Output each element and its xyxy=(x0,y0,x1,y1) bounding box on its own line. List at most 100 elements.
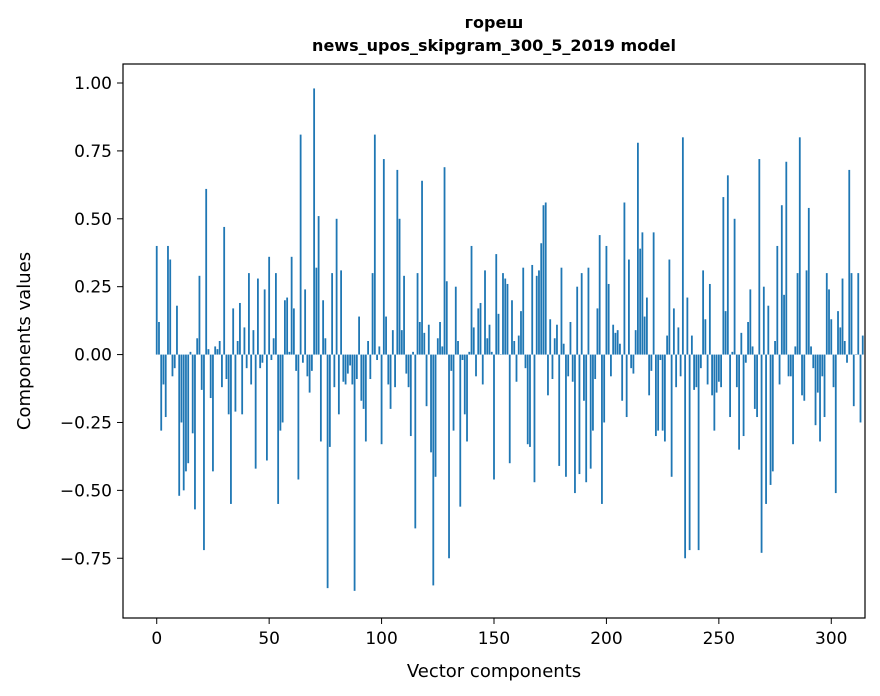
bar-191 xyxy=(585,354,588,483)
bar-236 xyxy=(686,297,689,355)
bar-20 xyxy=(200,354,203,390)
bar-112 xyxy=(407,354,410,388)
bar-16 xyxy=(191,354,194,434)
bar-230 xyxy=(672,308,675,355)
bar-294 xyxy=(816,354,819,393)
y-tick-label: 0.75 xyxy=(74,142,112,162)
bar-23 xyxy=(207,349,210,355)
bar-134 xyxy=(457,341,459,355)
bar-64 xyxy=(299,134,302,355)
bar-276 xyxy=(776,245,779,355)
bar-91 xyxy=(360,354,363,401)
y-axis-label: Components values xyxy=(14,252,35,430)
bar-198 xyxy=(601,354,603,504)
bar-262 xyxy=(744,354,747,363)
bar-279 xyxy=(783,294,785,355)
bar-165 xyxy=(526,354,529,445)
bar-199 xyxy=(603,354,606,423)
y-tick-label: 0.00 xyxy=(74,346,112,366)
bar-15 xyxy=(189,351,192,355)
bar-305 xyxy=(841,278,844,355)
bar-72 xyxy=(317,216,320,355)
bar-226 xyxy=(663,354,666,442)
bar-31 xyxy=(225,354,228,380)
bar-30 xyxy=(223,226,226,355)
bar-70 xyxy=(313,88,316,355)
bar-306 xyxy=(843,341,846,355)
bar-265 xyxy=(751,346,754,355)
bar-95 xyxy=(369,354,372,380)
bar-45 xyxy=(257,278,259,355)
bar-10 xyxy=(178,354,181,496)
bar-168 xyxy=(533,354,536,483)
bar-208 xyxy=(623,202,626,355)
bar-228 xyxy=(668,259,671,355)
bar-214 xyxy=(637,142,639,355)
bar-200 xyxy=(605,245,608,355)
bar-253 xyxy=(724,311,727,355)
bar-132 xyxy=(452,354,455,431)
bar-179 xyxy=(558,354,561,466)
bar-155 xyxy=(504,278,507,355)
bar-302 xyxy=(834,354,837,494)
bar-75 xyxy=(324,338,327,355)
bar-51 xyxy=(270,354,273,361)
bar-73 xyxy=(319,354,322,442)
bar-301 xyxy=(832,354,835,388)
bar-245 xyxy=(706,354,709,385)
bar-148 xyxy=(488,324,491,355)
bar-2 xyxy=(160,354,163,431)
bar-267 xyxy=(756,354,758,418)
bar-273 xyxy=(769,354,772,485)
bar-54 xyxy=(277,354,280,504)
bar-48 xyxy=(263,289,266,355)
bar-222 xyxy=(654,354,657,437)
bar-136 xyxy=(461,354,464,361)
bar-295 xyxy=(819,354,821,442)
bar-187 xyxy=(576,286,579,355)
bar-309 xyxy=(850,273,853,355)
y-tick-label: −0.50 xyxy=(60,481,112,501)
bar-202 xyxy=(610,354,612,377)
bar-39 xyxy=(243,327,246,355)
bar-277 xyxy=(778,354,781,385)
bar-4 xyxy=(164,354,167,418)
bar-68 xyxy=(308,354,311,393)
bar-76 xyxy=(326,354,329,589)
bar-271 xyxy=(765,354,767,504)
bar-281 xyxy=(787,354,790,377)
bar-106 xyxy=(394,354,396,388)
bar-244 xyxy=(704,319,707,355)
bar-121 xyxy=(427,324,430,355)
bar-264 xyxy=(749,289,752,355)
bar-275 xyxy=(774,341,776,355)
bar-158 xyxy=(511,300,513,355)
bar-201 xyxy=(607,283,610,355)
bar-84 xyxy=(344,354,347,385)
bar-139 xyxy=(468,351,471,355)
bar-175 xyxy=(549,319,552,355)
bar-280 xyxy=(785,161,788,355)
x-tick-label: 100 xyxy=(365,629,397,649)
bar-227 xyxy=(666,335,669,355)
bar-92 xyxy=(362,354,365,409)
bar-19 xyxy=(198,275,201,355)
bar-137 xyxy=(463,354,466,415)
bar-260 xyxy=(740,332,743,355)
bar-164 xyxy=(524,354,527,369)
bar-62 xyxy=(295,354,298,371)
bar-57 xyxy=(283,300,286,355)
bar-307 xyxy=(846,354,848,363)
bar-248 xyxy=(713,354,716,431)
bar-141 xyxy=(472,327,475,355)
bar-195 xyxy=(594,354,597,380)
bar-69 xyxy=(310,354,313,371)
bar-291 xyxy=(810,346,812,355)
bar-152 xyxy=(497,313,500,355)
bar-135 xyxy=(459,354,462,507)
bar-118 xyxy=(421,180,423,355)
bar-203 xyxy=(612,324,615,355)
bar-288 xyxy=(803,354,806,401)
bar-60 xyxy=(290,256,293,355)
bar-212 xyxy=(632,354,635,374)
